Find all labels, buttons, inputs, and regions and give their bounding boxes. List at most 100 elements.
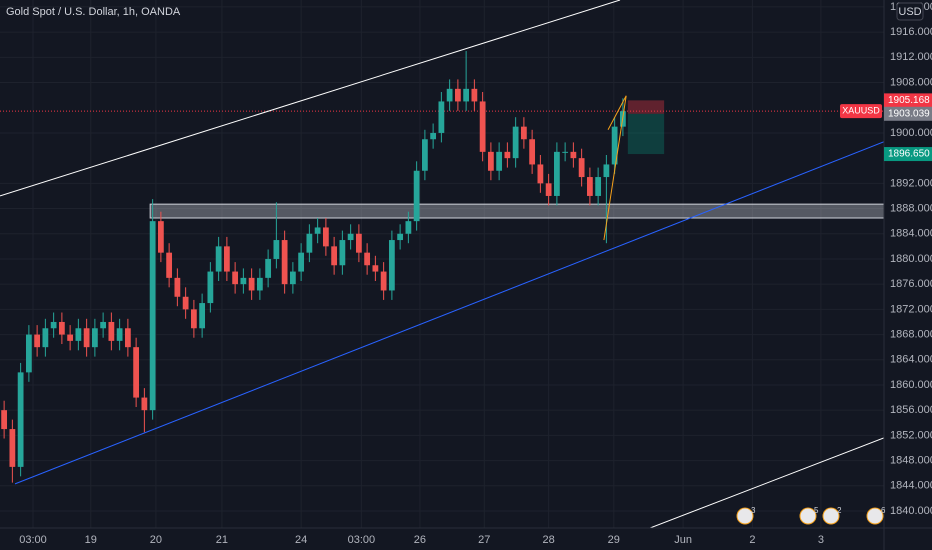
event-badge-count: 6 [881,506,886,515]
x-tick-label: 26 [414,534,426,546]
x-tick-label: 21 [216,534,228,546]
candle-body [405,221,412,234]
y-tick-label: 1880.000 [890,253,932,265]
candle-body [67,334,74,341]
y-tick-label: 1868.000 [890,328,932,340]
trendline [14,141,884,485]
price-tag [884,147,932,162]
candle-body [504,151,511,159]
candle-body [355,233,362,253]
candle-body [430,132,437,140]
y-tick-label: 1888.000 [890,202,932,214]
event-badge-count: 3 [751,506,756,515]
y-tick-label: 1864.000 [890,354,932,366]
candle-body [108,321,115,341]
candle-body [166,252,173,278]
event-badge [736,507,754,525]
candle-body [446,88,453,102]
candle-body [372,265,379,272]
price-tag [884,93,932,108]
candle-body [397,233,404,241]
support-zone [149,203,884,219]
y-tick-label: 1912.000 [890,51,932,63]
candle-body [578,158,585,178]
candle-body [25,334,32,373]
x-tick-label: 2 [749,534,755,546]
y-tick-label: 1844.000 [890,480,932,492]
x-tick-label: 20 [150,534,162,546]
candle-body [529,139,536,165]
candle-body [380,271,387,291]
candle-body [116,328,123,341]
y-tick-label: 1884.000 [890,228,932,240]
event-badge [822,507,840,525]
candle-body [232,271,239,285]
candle-body [347,233,354,241]
x-tick-label: 3 [818,534,824,546]
position-stop [627,100,665,114]
currency-badge[interactable] [896,2,924,21]
candle-body [199,303,206,329]
price-tag [884,106,932,121]
symbol-tag-label: XAUUSD [842,106,880,116]
candle-body [487,151,494,171]
candle-body [141,397,148,411]
x-tick-label: 24 [295,534,307,546]
candle-body [595,177,602,196]
candle-body [562,151,569,153]
candle-body [83,328,90,348]
x-tick-label: 29 [608,534,620,546]
candle-body [100,321,107,329]
candle-body [58,321,65,335]
candle-body [463,88,470,102]
candle-body [496,151,503,171]
currency-label: USD [898,6,921,18]
candle-body [388,240,395,291]
y-tick-label: 1840.000 [890,505,932,517]
y-tick-label: 1916.000 [890,26,932,38]
y-tick-label: 1848.000 [890,454,932,466]
y-tick-label: 1892.000 [890,177,932,189]
price-tag-label: 1905.168 [888,95,930,106]
candle-body [454,88,461,102]
position-target [627,113,665,155]
candle-body [339,240,346,266]
plot-area [0,0,884,528]
candle-body [314,227,321,234]
candle-body [603,164,610,178]
y-tick-label: 1908.000 [890,76,932,88]
candle-body [248,277,255,291]
trendline [607,95,627,131]
grid [0,0,884,528]
x-tick-label: 03:00 [348,534,376,546]
candle-body [289,271,296,285]
candle-body [586,177,593,196]
candle-body [174,277,181,297]
candle-body [611,126,618,165]
candle-body [306,233,313,253]
candle-body [91,328,98,348]
price-tag-label: 1896.650 [888,149,930,160]
event-badge [866,507,884,525]
candle-body [157,221,164,253]
candle-body [223,246,230,272]
symbol-tag [840,104,882,119]
trendline [0,0,621,197]
candle-body [545,183,552,196]
x-tick-label: 19 [85,534,97,546]
x-tick-label: 28 [543,534,555,546]
trendline [648,437,884,528]
trendline [603,95,627,241]
price-tag-label: 1903.039 [888,108,930,119]
candle-body [75,328,82,341]
candle-body [207,271,214,304]
candle-body [50,321,57,329]
candle-body [421,139,428,171]
candle-body [570,151,577,159]
candle-body [331,246,338,266]
axes: 1920.0001916.0001912.0001908.0001900.000… [19,1,932,546]
x-tick-label: Jun [674,534,692,546]
y-tick-label: 1876.000 [890,278,932,290]
candle-body [537,164,544,184]
candle-body [281,240,288,285]
